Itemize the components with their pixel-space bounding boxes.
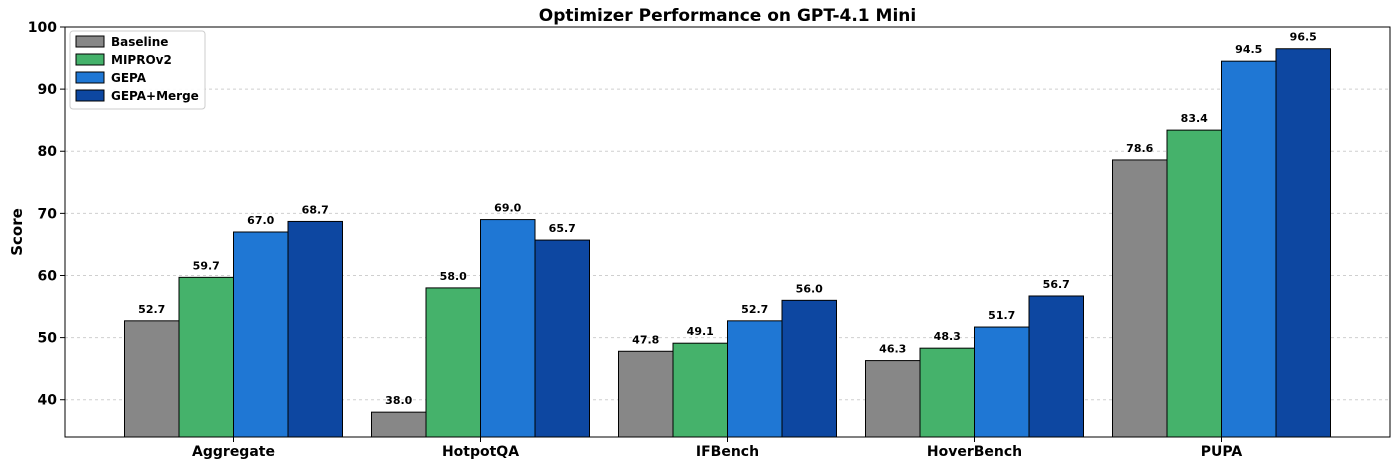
legend-swatch — [75, 71, 105, 84]
y-ticks: 40 50 60 70 80 90 100 — [28, 20, 65, 409]
bar-baseline-hotpotqa — [371, 411, 427, 438]
bar-baseline-ifbench — [618, 350, 674, 438]
x-tick-label: IFBench — [696, 444, 759, 460]
bar-miprov2-hotpotqa — [425, 287, 481, 438]
chart-title: Optimizer Performance on GPT-4.1 Mini — [539, 6, 916, 26]
value-label: 83.4 — [1181, 112, 1208, 125]
x-ticks: Aggregate HotpotQA IFBench HoverBench PUPA — [192, 437, 1242, 460]
value-label: 94.5 — [1235, 43, 1262, 56]
legend-swatch — [75, 35, 105, 48]
value-label: 56.7 — [1043, 278, 1070, 291]
bar-gepa-merge-pupa — [1275, 48, 1331, 438]
bar-gepa-merge-hotpotqa — [534, 239, 590, 438]
y-tick-label: 100 — [28, 20, 57, 36]
x-tick-label: HoverBench — [927, 444, 1022, 460]
legend-label: MIPROv2 — [111, 53, 172, 67]
value-label: 52.7 — [138, 303, 165, 316]
value-label: 46.3 — [879, 343, 906, 356]
value-label: 49.1 — [687, 325, 714, 338]
value-label: 38.0 — [385, 394, 412, 407]
value-label: 48.3 — [934, 330, 961, 343]
bar-gepa-pupa — [1221, 60, 1277, 438]
x-tick-label: HotpotQA — [442, 444, 519, 460]
value-label: 78.6 — [1126, 142, 1153, 155]
bar-baseline-pupa — [1112, 159, 1168, 438]
bar-gepa-merge-aggregate — [287, 220, 343, 438]
value-label: 56.0 — [796, 282, 823, 295]
legend-label: Baseline — [111, 35, 168, 49]
y-axis-label: Score — [8, 208, 26, 256]
value-label: 47.8 — [632, 333, 659, 346]
y-tick-label: 40 — [38, 393, 58, 409]
bar-gepa-merge-ifbench — [781, 299, 837, 438]
value-label: 51.7 — [988, 309, 1015, 322]
y-tick-label: 90 — [38, 82, 58, 98]
bars-layer — [124, 48, 1331, 438]
bar-baseline-hoverbench — [865, 360, 921, 438]
value-label: 67.0 — [247, 214, 274, 227]
value-label: 58.0 — [440, 270, 467, 283]
bar-gepa-aggregate — [233, 231, 289, 438]
value-label: 69.0 — [494, 202, 521, 215]
bar-miprov2-ifbench — [672, 342, 728, 438]
x-tick-label: Aggregate — [192, 444, 275, 460]
legend-swatch — [75, 89, 105, 102]
value-label: 52.7 — [741, 303, 768, 316]
y-tick-label: 60 — [38, 268, 58, 284]
bar-gepa-merge-hoverbench — [1028, 295, 1084, 438]
legend: Baseline MIPROv2 GEPA GEPA+Merge — [69, 30, 206, 110]
bar-gepa-ifbench — [727, 320, 783, 438]
value-label: 96.5 — [1290, 31, 1317, 44]
value-label: 59.7 — [193, 259, 220, 272]
legend-label: GEPA — [111, 71, 147, 85]
bar-gepa-hotpotqa — [480, 219, 536, 438]
y-tick-label: 70 — [38, 206, 58, 222]
bar-gepa-hoverbench — [974, 326, 1030, 438]
legend-label: GEPA+Merge — [111, 89, 199, 103]
value-label: 68.7 — [302, 203, 329, 216]
value-labels-layer: 52.7 59.7 67.0 68.7 38.0 58.0 69.0 65.7 47.8 49.1… — [138, 31, 1317, 407]
legend-items: Baseline MIPROv2 GEPA GEPA+Merge — [75, 35, 199, 103]
bar-miprov2-hoverbench — [919, 347, 975, 438]
bar-baseline-aggregate — [124, 320, 180, 438]
bar-miprov2-pupa — [1166, 129, 1222, 438]
x-tick-label: PUPA — [1201, 444, 1243, 460]
legend-swatch — [75, 53, 105, 66]
value-label: 65.7 — [549, 222, 576, 235]
y-tick-label: 50 — [38, 331, 58, 347]
y-tick-label: 80 — [38, 144, 58, 160]
bar-miprov2-aggregate — [178, 276, 234, 438]
